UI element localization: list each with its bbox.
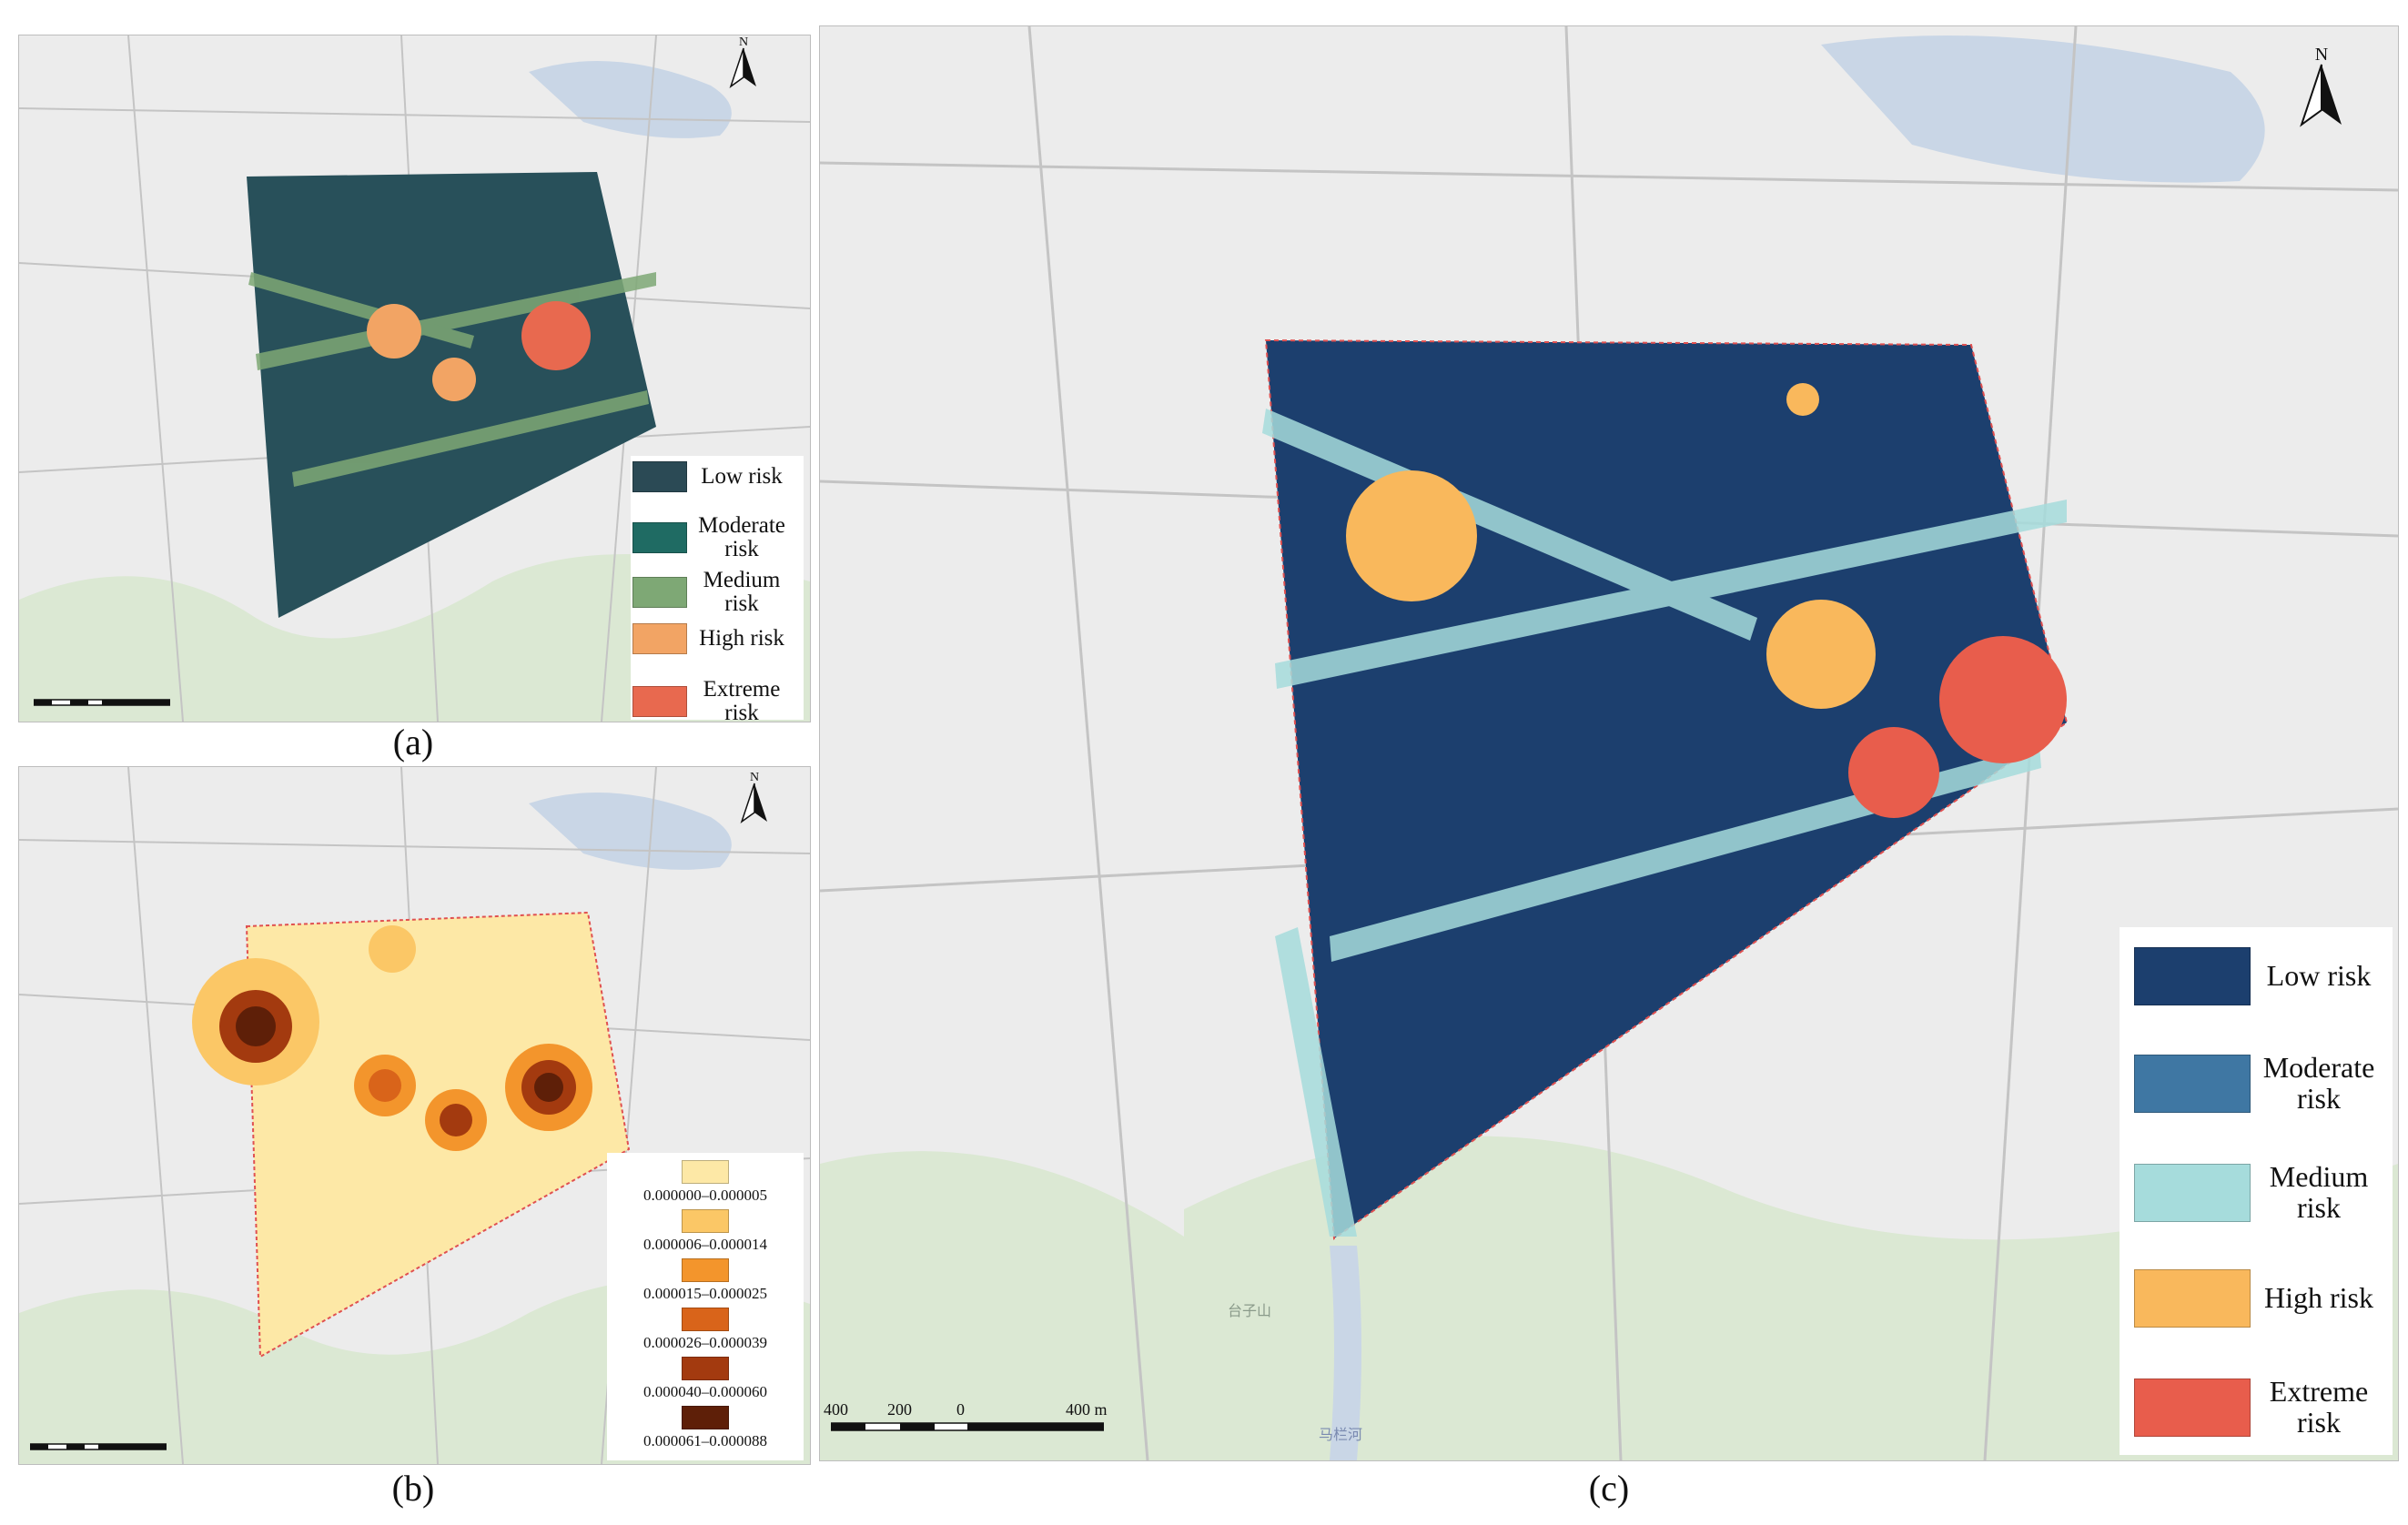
legend-a-label: Extreme risk: [703, 677, 781, 722]
legend-a-swatch: [632, 686, 687, 718]
scale-bar-a: [33, 696, 171, 707]
legend-c-label: High risk: [2264, 1281, 2373, 1315]
legend-b-swatch: [682, 1357, 729, 1380]
legend-b-label: 0.000061–0.000088: [643, 1432, 767, 1449]
legend-c-item-low: Low risk: [2134, 947, 2387, 1005]
legend-a-item-medium: Medium risk: [632, 568, 796, 617]
scale-label: 400 m: [1066, 1400, 1108, 1419]
legend-c-swatch: [2134, 1163, 2251, 1222]
north-arrow-b: N: [738, 771, 771, 827]
legend-a-swatch: [632, 577, 687, 609]
legend-b-label: 0.000026–0.000039: [643, 1334, 767, 1351]
legend-c-item-high: High risk: [2134, 1269, 2387, 1328]
legend-c-label: Extreme risk: [2269, 1375, 2369, 1439]
north-arrow-a: N: [727, 35, 760, 92]
legend-b-swatch: [682, 1308, 729, 1331]
legend-a-label: High risk: [699, 625, 784, 651]
legend-c-item-extreme: Extreme risk: [2134, 1375, 2387, 1439]
legend-c-swatch: [2134, 1054, 2251, 1113]
caption-b: (b): [391, 1468, 435, 1509]
panel-c: N 400 200 0 400 m Low risk Moderate risk…: [819, 25, 2399, 1461]
caption-a: (a): [392, 722, 434, 762]
legend-b-item: 0.000040–0.000060: [607, 1357, 804, 1400]
legend-b-item: 0.000061–0.000088: [607, 1406, 804, 1449]
panel-a: N Low risk Moderate risk Medium risk Hig…: [18, 35, 811, 722]
legend-c-label: Low risk: [2266, 959, 2372, 993]
map-label-river: 马栏河: [1319, 1428, 1363, 1443]
legend-c-swatch: [2134, 1269, 2251, 1328]
map-label-hill: 台子山: [1228, 1304, 1272, 1319]
panel-b: N 0.000000–0.000005 0.000006–0.000014 0.…: [18, 766, 811, 1465]
legend-c-label: Medium risk: [2269, 1160, 2369, 1224]
legend-a-item-extreme: Extreme risk: [632, 677, 796, 722]
legend-b-label: 0.000040–0.000060: [643, 1383, 767, 1400]
legend-c-item-moderate: Moderate risk: [2134, 1051, 2387, 1115]
scale-bar-c: [830, 1420, 1105, 1433]
legend-b-swatch: [682, 1258, 729, 1282]
legend-c-item-medium: Medium risk: [2134, 1160, 2387, 1224]
map-b: [19, 767, 810, 1464]
caption-c: (c): [1588, 1468, 1630, 1509]
north-arrow-c: N: [2296, 45, 2347, 132]
legend-c-swatch: [2134, 947, 2251, 1005]
map-a: [19, 35, 810, 722]
legend-b-item: 0.000000–0.000005: [607, 1160, 804, 1204]
north-label: N: [749, 771, 760, 784]
legend-a-swatch: [632, 522, 687, 554]
legend-b-label: 0.000015–0.000025: [643, 1285, 767, 1302]
legend-c-swatch: [2134, 1378, 2251, 1437]
legend-a-label: Low risk: [701, 463, 783, 489]
scale-label: 200: [887, 1400, 912, 1419]
north-label: N: [2314, 45, 2329, 65]
legend-b-label: 0.000000–0.000005: [643, 1187, 767, 1204]
legend-b-swatch: [682, 1160, 729, 1184]
scale-label: 0: [956, 1400, 965, 1419]
legend-a-swatch: [632, 623, 687, 654]
legend-a: Low risk Moderate risk Medium risk High …: [631, 456, 804, 722]
legend-b-label: 0.000006–0.000014: [643, 1236, 767, 1253]
legend-b-item: 0.000015–0.000025: [607, 1258, 804, 1302]
legend-c: Low risk Moderate risk Medium risk High …: [2120, 927, 2393, 1455]
north-label: N: [738, 35, 749, 49]
legend-b-swatch: [682, 1209, 729, 1233]
legend-a-item-low: Low risk: [632, 461, 796, 492]
legend-b-item: 0.000006–0.000014: [607, 1209, 804, 1253]
legend-b: 0.000000–0.000005 0.000006–0.000014 0.00…: [607, 1153, 804, 1460]
scale-label: 400: [824, 1400, 848, 1419]
scale-bar-b: [29, 1440, 167, 1451]
legend-a-swatch: [632, 461, 687, 492]
legend-a-label: Medium risk: [703, 568, 781, 617]
legend-b-item: 0.000026–0.000039: [607, 1308, 804, 1351]
legend-b-swatch: [682, 1406, 729, 1429]
legend-a-item-moderate: Moderate risk: [632, 513, 796, 562]
legend-a-item-high: High risk: [632, 623, 796, 654]
legend-c-label: Moderate risk: [2262, 1051, 2375, 1115]
legend-a-label: Moderate risk: [698, 513, 785, 562]
